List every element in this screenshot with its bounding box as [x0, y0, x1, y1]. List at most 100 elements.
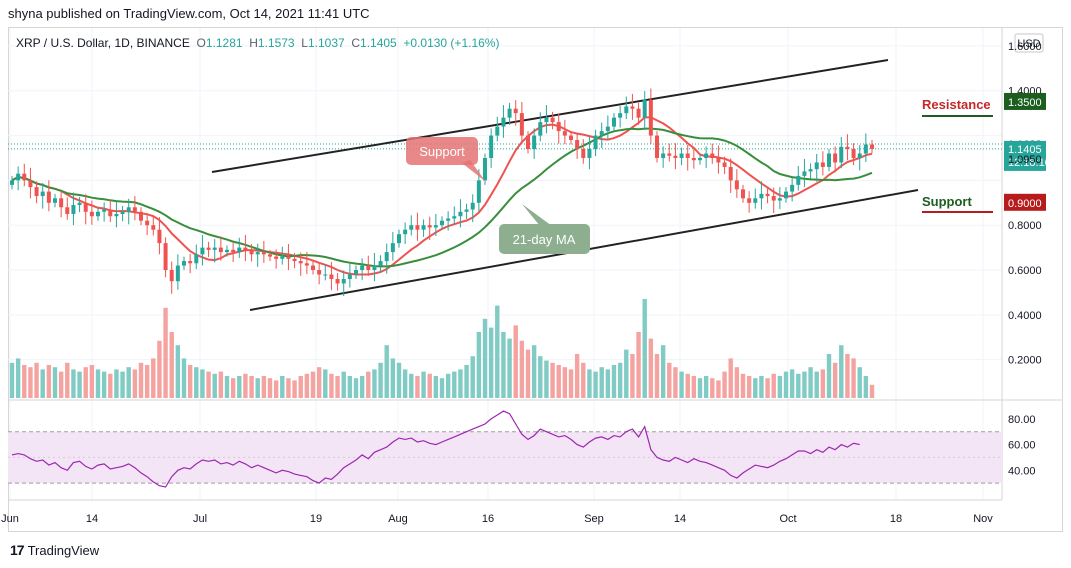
volume-bar — [163, 307, 168, 398]
candle-body — [704, 153, 709, 158]
resistance-price-badge — [1004, 92, 1046, 110]
y-tick-label: 0.2000 — [1008, 355, 1042, 367]
symbol-label[interactable]: XRP / U.S. Dollar, 1D, BINANCE — [16, 36, 190, 50]
candle-body — [820, 162, 825, 167]
candle-body — [83, 202, 88, 212]
volume-bar — [323, 369, 328, 398]
candle-body — [151, 225, 156, 230]
candle-body — [624, 106, 629, 114]
volume-bar — [200, 369, 205, 398]
candle-body — [722, 162, 727, 167]
volume-bar — [359, 376, 365, 398]
support-callout-box — [406, 137, 478, 165]
x-tick-label: 19 — [310, 513, 322, 525]
x-tick-label: Sep — [584, 513, 604, 525]
volume-bar — [157, 340, 162, 398]
candle-body — [89, 211, 94, 217]
volume-bar — [261, 376, 267, 398]
ma-21-line — [11, 127, 873, 268]
candle-body — [839, 146, 844, 163]
x-tick-label: 16 — [482, 513, 494, 525]
tradingview-brand: TradingView — [27, 542, 100, 558]
volume-bar — [765, 378, 770, 398]
volume-bar — [169, 332, 174, 398]
rsi-tick-label: 40.00 — [1008, 465, 1036, 477]
volume-bar — [777, 376, 783, 398]
candle-body — [538, 122, 543, 136]
candle-body — [685, 153, 690, 158]
candle-body — [569, 135, 573, 141]
candle-body — [218, 247, 223, 253]
candle-body — [556, 122, 561, 132]
x-tick-label: Nov — [973, 513, 993, 525]
support-callout-text: Support — [419, 144, 465, 159]
candle-body — [378, 261, 383, 266]
volume-bar — [728, 358, 733, 398]
candle-body — [833, 153, 838, 163]
volume-bar — [34, 362, 39, 398]
volume-bar — [353, 378, 359, 398]
candle-body — [605, 126, 610, 132]
ma-callout-pointer — [522, 204, 552, 226]
candle-body — [452, 216, 457, 219]
candle-body — [366, 265, 371, 271]
volume-bar — [292, 380, 297, 398]
support-label: Support — [922, 194, 972, 209]
volume-bar — [22, 365, 27, 398]
volume-bar — [138, 362, 144, 398]
candle-body — [323, 274, 328, 276]
volume-bar — [120, 371, 125, 398]
volume-bar — [808, 367, 813, 398]
y-tick-label: 0.6000 — [1008, 265, 1042, 277]
candle-body — [790, 184, 795, 192]
candle-body — [298, 261, 303, 264]
volume-bar — [544, 360, 549, 398]
volume-bar — [587, 369, 592, 398]
candle-body — [34, 187, 39, 197]
candle-body — [360, 265, 365, 271]
y-tick-label: 0.8000 — [1008, 220, 1042, 232]
volume-bar — [789, 369, 795, 398]
candle-body — [440, 220, 444, 226]
candle-body — [464, 209, 469, 212]
candle-body — [53, 198, 57, 203]
tradingview-footer[interactable]: 17 TradingView — [10, 542, 99, 558]
volume-bar — [341, 371, 346, 398]
volume-bar — [396, 362, 402, 398]
candle-body — [132, 207, 137, 212]
candle-body — [716, 157, 721, 163]
candle-body — [483, 157, 487, 181]
volume-bar — [746, 376, 752, 398]
candle-body — [28, 180, 33, 188]
volume-bar — [820, 369, 826, 398]
candle-body — [587, 149, 592, 158]
candle-body — [532, 135, 537, 150]
rsi-tick-label: 80.00 — [1008, 414, 1036, 426]
candle-body — [636, 108, 641, 118]
candle-body — [249, 249, 254, 255]
candle-body — [446, 218, 451, 221]
volume-bar — [427, 373, 432, 398]
volume-bar — [722, 371, 727, 398]
volume-bar — [857, 367, 862, 398]
volume-bar — [574, 354, 580, 398]
volume-bars — [9, 299, 875, 398]
candle-body — [771, 196, 776, 201]
volume-bar — [839, 345, 844, 398]
volume-bar — [826, 354, 832, 398]
candlesticks — [10, 88, 874, 297]
candle-body — [673, 155, 678, 158]
volume-bar — [212, 373, 217, 398]
volume-bar — [65, 362, 70, 398]
candle-body — [139, 211, 143, 221]
candle-body — [507, 108, 512, 118]
volume-bar — [439, 378, 445, 398]
rsi-panel — [8, 410, 1002, 488]
volume-bar — [556, 365, 561, 398]
volume-bar — [581, 362, 586, 398]
volume-bar — [224, 376, 230, 398]
volume-bar — [525, 349, 531, 398]
volume-bar — [132, 369, 138, 398]
current-price-label: 1.1405 — [1008, 144, 1042, 156]
